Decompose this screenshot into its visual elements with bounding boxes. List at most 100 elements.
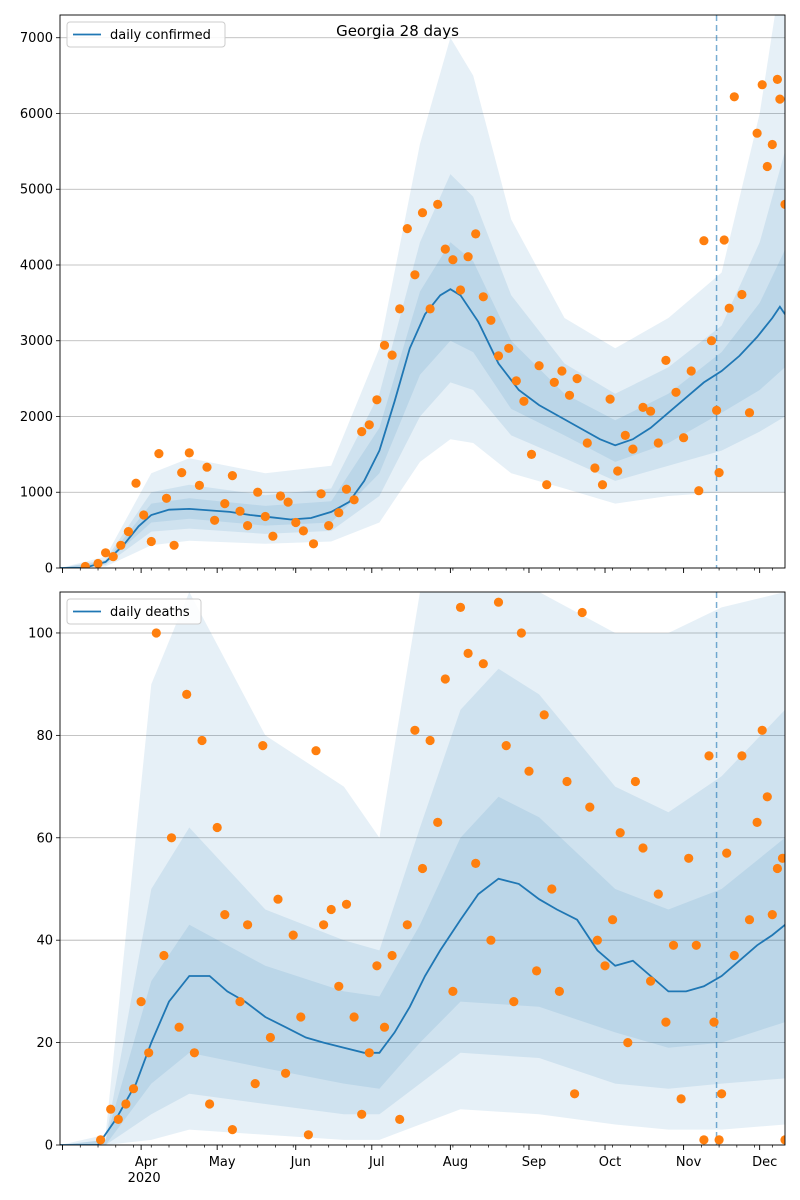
observed-point (144, 1048, 154, 1058)
observed-point (737, 751, 747, 761)
observed-point (762, 161, 772, 172)
observed-point (539, 710, 549, 720)
chart-title: Georgia 28 days (336, 22, 459, 40)
x-tick-label: Nov (676, 1155, 702, 1170)
observed-point (582, 438, 592, 448)
observed-point (303, 1130, 313, 1140)
y-tick-label: 5000 (20, 183, 53, 198)
observed-point (177, 468, 187, 478)
observed-point (534, 361, 544, 371)
observed-point (463, 648, 473, 659)
observed-point (762, 792, 772, 802)
observed-point (139, 510, 149, 520)
observed-point (737, 289, 747, 300)
observed-point (268, 531, 278, 541)
observed-point (341, 899, 352, 909)
observed-point (243, 920, 253, 930)
observed-point (714, 1135, 724, 1145)
observed-point (298, 526, 308, 536)
observed-point (357, 427, 367, 437)
observed-point (615, 828, 625, 838)
y-tick-label: 0 (45, 1139, 53, 1154)
observed-point (699, 236, 709, 246)
observed-point (526, 449, 537, 459)
observed-point (684, 853, 694, 863)
observed-point (316, 489, 326, 499)
observed-point (410, 725, 420, 735)
observed-point (326, 904, 336, 915)
uncertainty-band-inner (60, 242, 785, 568)
observed-point (757, 725, 767, 735)
observed-point (161, 493, 172, 503)
observed-point (395, 304, 405, 314)
observed-point (719, 235, 729, 245)
observed-point (623, 1038, 633, 1048)
observed-point (131, 478, 141, 488)
uncertainty-band-middle (60, 668, 785, 1145)
observed-point (585, 802, 595, 812)
y-tick-label: 0 (45, 562, 53, 577)
observed-point (549, 377, 559, 387)
observed-point (608, 915, 618, 925)
y-tick-label: 4000 (20, 258, 53, 273)
x-tick-label: Oct (599, 1155, 621, 1170)
y-tick-label: 60 (36, 831, 53, 846)
observed-point (227, 1125, 237, 1135)
observed-point (679, 433, 689, 443)
observed-point (116, 540, 126, 550)
observed-point (379, 1022, 390, 1032)
observed-point (717, 1089, 727, 1099)
observed-point (772, 863, 783, 874)
plot-area (60, 15, 785, 568)
legend-box (66, 598, 202, 625)
observed-point (668, 940, 679, 950)
confirmed-panel: 0 1000 2000 3000 4000 5000 6000 7000 Georgia 28 … (20, 14, 786, 577)
observed-point (744, 915, 755, 925)
observed-point (752, 128, 762, 138)
y-tick-label: 2000 (20, 410, 53, 425)
observed-point (714, 468, 724, 478)
y-tick-label: 6000 (20, 107, 53, 122)
observed-point (572, 374, 582, 384)
observed-point (605, 394, 615, 404)
observed-point (590, 463, 600, 473)
observed-point (372, 961, 382, 971)
observed-point (504, 343, 514, 353)
observed-point (220, 499, 230, 509)
observed-point (364, 1048, 374, 1058)
y-tick-label: 80 (36, 729, 53, 744)
observed-point (210, 515, 220, 525)
observed-point (121, 1099, 131, 1109)
observed-point (410, 270, 420, 280)
observed-point (417, 863, 428, 874)
observed-point (767, 139, 777, 150)
observed-point (235, 997, 245, 1007)
observed-point (387, 350, 397, 360)
smoothed-series-line (60, 288, 785, 568)
observed-point (704, 751, 714, 761)
observed-point (123, 527, 133, 537)
y-tick-label: 40 (36, 934, 53, 949)
observed-point (694, 486, 704, 496)
observed-point (780, 199, 785, 209)
observed-point (564, 390, 575, 400)
observed-point (275, 491, 286, 501)
observed-point (699, 1135, 709, 1145)
observed-point (106, 1104, 116, 1114)
y-tick-label: 1000 (20, 486, 53, 501)
observed-point (661, 1017, 671, 1027)
observed-point (250, 1079, 260, 1089)
observed-point (319, 920, 329, 930)
observed-point (557, 366, 567, 376)
observed-point (493, 351, 504, 361)
observed-point (151, 628, 161, 638)
x-tick-label: Aug (443, 1155, 468, 1170)
observed-point (686, 366, 696, 376)
observed-point (324, 521, 334, 531)
observed-point (260, 511, 270, 522)
observed-point (455, 602, 466, 613)
observed-point (772, 74, 783, 84)
observed-point (258, 741, 268, 751)
observed-point (291, 517, 301, 528)
